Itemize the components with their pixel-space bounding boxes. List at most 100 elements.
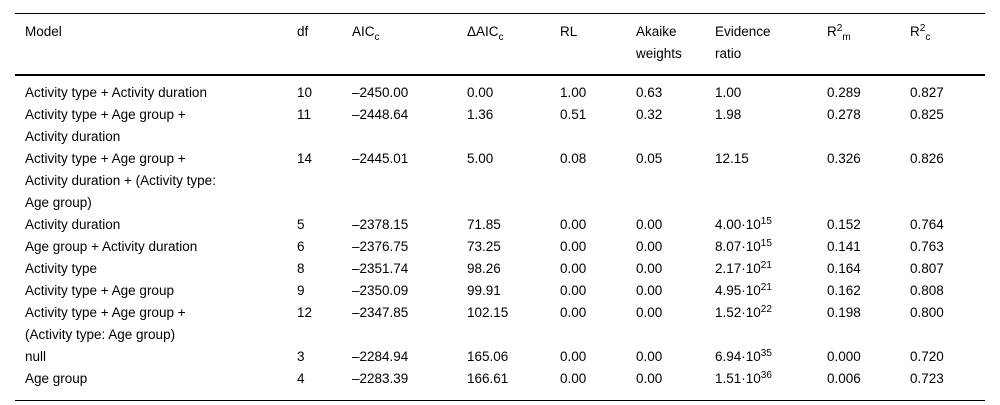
evidence-exponent: 21: [760, 282, 772, 293]
header-row: Model df AICc ΔAICc RL Akaike weights Ev…: [15, 13, 985, 76]
column-header-delta-aicc: ΔAICc: [467, 13, 560, 76]
header-subscript: m: [842, 32, 851, 43]
cell-r2m: 0.198: [827, 305, 861, 320]
cell-r2m: 0.164: [827, 261, 861, 276]
cell-akaike-weight: 0.63: [636, 85, 663, 100]
cell-akaike-weight: 0.00: [636, 368, 715, 401]
cell-model: null: [25, 349, 47, 364]
cell-r2c: 0.826: [910, 151, 944, 166]
header-subscript: c: [498, 32, 504, 43]
cell-delta-aicc: 165.06: [467, 349, 509, 364]
cell-r2c: 0.807: [910, 261, 944, 276]
cell-df: 9: [297, 283, 305, 298]
cell-rl: 0.00: [560, 368, 636, 401]
column-header-evidence-ratio: Evidence ratio: [715, 13, 827, 76]
cell-rl: 0.51: [560, 107, 587, 122]
evidence-base: 6.94·10: [715, 349, 761, 364]
table-row: Activity type + Age group + (Activity ty…: [15, 302, 985, 346]
header-label: Model: [25, 24, 62, 39]
evidence-base: 4.95·10: [715, 283, 761, 298]
cell-rl: 0.00: [560, 217, 587, 232]
header-label: df: [297, 24, 309, 39]
table-row: Activity type + Age group + Activity dur…: [15, 148, 985, 214]
cell-delta-aicc: 73.25: [467, 239, 501, 254]
cell-aicc: –2351.74: [352, 261, 409, 276]
cell-r2m: 0.152: [827, 217, 861, 232]
header-label: R: [910, 24, 920, 39]
model-selection-table-container: Model df AICc ΔAICc RL Akaike weights Ev…: [15, 13, 985, 401]
evidence-exponent: 15: [760, 238, 772, 249]
table-row: Activity type + Age group 9 –2350.09 99.…: [15, 280, 985, 302]
cell-model: Age group + Activity duration: [25, 239, 198, 254]
column-header-r2c: R2c: [910, 13, 985, 76]
table-row: Activity type + Age group + Activity dur…: [15, 104, 985, 148]
header-subscript: c: [925, 32, 931, 43]
cell-evidence-ratio: 2.17·1021: [715, 258, 827, 280]
cell-evidence-ratio: 6.94·1035: [715, 346, 827, 368]
cell-rl: 0.00: [560, 239, 587, 254]
cell-r2m: 0.141: [827, 239, 861, 254]
cell-df: 10: [297, 85, 313, 100]
cell-evidence-ratio: 1.98: [715, 104, 827, 148]
cell-delta-aicc: 71.85: [467, 217, 501, 232]
column-header-aicc: AICc: [352, 13, 467, 76]
table-row: Activity type 8 –2351.74 98.26 0.00 0.00…: [15, 258, 985, 280]
table-row: Activity type + Activity duration 10 –24…: [15, 75, 985, 104]
header-subscript: c: [374, 32, 380, 43]
cell-delta-aicc: 102.15: [467, 305, 509, 320]
cell-aicc: –2347.85: [352, 305, 409, 320]
cell-delta-aicc: 0.00: [467, 85, 494, 100]
evidence-base: 8.07·10: [715, 239, 761, 254]
evidence-base: 1.00: [715, 85, 742, 100]
cell-r2c: 0.800: [910, 305, 944, 320]
cell-rl: 0.00: [560, 261, 587, 276]
cell-rl: 0.00: [560, 305, 587, 320]
cell-aicc: –2283.39: [352, 368, 467, 401]
cell-r2m: 0.000: [827, 349, 861, 364]
cell-akaike-weight: 0.00: [636, 217, 663, 232]
cell-r2c: 0.763: [910, 239, 944, 254]
cell-r2c: 0.808: [910, 283, 944, 298]
cell-r2m: 0.289: [827, 85, 861, 100]
cell-evidence-ratio: 1.51·1036: [715, 368, 827, 401]
cell-aicc: –2350.09: [352, 283, 409, 298]
cell-r2c: 0.723: [910, 368, 985, 401]
table-body: Activity type + Activity duration 10 –24…: [15, 75, 985, 401]
cell-df: 5: [297, 217, 305, 232]
cell-aicc: –2450.00: [352, 85, 409, 100]
header-superscript: 2: [836, 23, 843, 34]
cell-model: Activity type + Age group: [25, 283, 174, 298]
cell-aicc: –2378.15: [352, 217, 409, 232]
cell-akaike-weight: 0.00: [636, 239, 663, 254]
column-header-df: df: [297, 13, 352, 76]
table-row: Age group + Activity duration 6 –2376.75…: [15, 236, 985, 258]
cell-df: 3: [297, 349, 305, 364]
column-header-model: Model: [15, 13, 297, 76]
evidence-base: 1.52·10: [715, 305, 761, 320]
cell-df: 14: [297, 151, 313, 166]
cell-df: 8: [297, 261, 305, 276]
column-header-r2m: R2m: [827, 13, 910, 76]
column-header-akaike-weights: Akaike weights: [636, 13, 715, 76]
cell-evidence-ratio: 1.52·1022: [715, 302, 827, 346]
cell-r2c: 0.720: [910, 349, 944, 364]
cell-akaike-weight: 0.00: [636, 349, 663, 364]
cell-r2m: 0.162: [827, 283, 861, 298]
header-superscript: 2: [919, 23, 926, 34]
header-label: Evidence ratio: [715, 24, 771, 61]
cell-delta-aicc: 166.61: [467, 368, 560, 401]
cell-df: 12: [297, 305, 313, 320]
cell-aicc: –2284.94: [352, 349, 409, 364]
evidence-base: 4.00·10: [715, 217, 761, 232]
cell-aicc: –2448.64: [352, 107, 409, 122]
cell-evidence-ratio: 4.00·1015: [715, 214, 827, 236]
evidence-base: 1.98: [715, 107, 742, 122]
cell-rl: 0.08: [560, 151, 587, 166]
column-header-rl: RL: [560, 13, 636, 76]
cell-evidence-ratio: 4.95·1021: [715, 280, 827, 302]
cell-delta-aicc: 98.26: [467, 261, 501, 276]
cell-model: Activity duration: [25, 217, 121, 232]
cell-aicc: –2445.01: [352, 151, 409, 166]
cell-rl: 0.00: [560, 283, 587, 298]
cell-model: Activity type + Age group + Activity dur…: [25, 151, 216, 210]
